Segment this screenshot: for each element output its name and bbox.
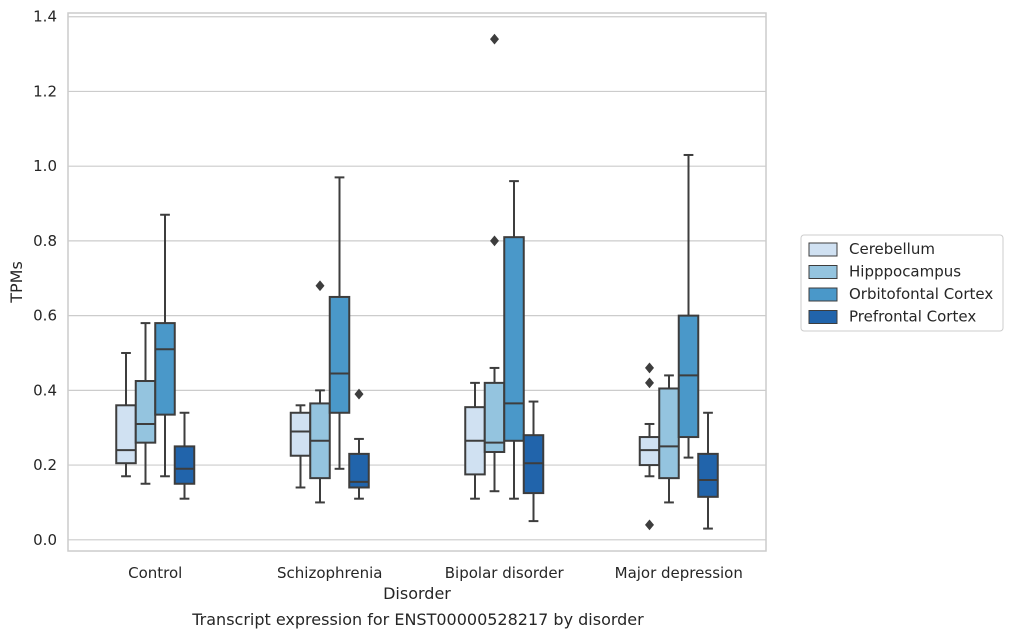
box-cerebellum — [638, 362, 661, 531]
x-tick-label: Control — [128, 564, 182, 582]
y-tick-label: 1.4 — [33, 8, 57, 26]
legend-swatch — [808, 242, 838, 257]
outlier-point — [315, 280, 325, 292]
box-orbitofontal-cortex — [328, 176, 351, 470]
box-iqr — [115, 404, 137, 465]
y-tick-label: 0.0 — [33, 531, 57, 549]
outlier-point — [645, 377, 654, 389]
box-iqr — [173, 445, 196, 485]
box-cerebellum — [289, 404, 312, 489]
box-cerebellum — [464, 381, 486, 500]
outlier-point — [490, 235, 499, 247]
legend-frame — [800, 234, 1004, 332]
y-tick-label: 1.2 — [33, 82, 57, 100]
legend-label: Orbitofontal Cortex — [849, 285, 993, 303]
box-series — [115, 33, 719, 531]
y-tick-label: 0.8 — [33, 232, 57, 250]
box-iqr — [289, 411, 312, 457]
legend-label: Cerebellum — [849, 240, 935, 258]
y-tick-label: 0.6 — [33, 307, 57, 325]
box-orbitofontal-cortex — [677, 153, 700, 459]
box-orbitofontal-cortex — [154, 213, 176, 478]
y-tick-label: 0.4 — [33, 381, 57, 399]
x-axis-label: Disorder — [383, 584, 451, 603]
outlier-point — [490, 33, 499, 45]
box-hipppocampus — [483, 33, 506, 493]
y-tick-labels: 0.0 0.2 0.4 0.6 0.8 1.0 1.2 1.4 — [33, 8, 57, 549]
box-iqr — [697, 452, 719, 498]
legend: Cerebellum Hipppocampus Orbitofontal Corte… — [800, 234, 1004, 332]
outlier-point — [645, 519, 654, 531]
y-axis-label: TPMs — [7, 261, 26, 304]
legend-swatch — [808, 310, 838, 324]
legend-swatch — [808, 287, 838, 302]
box-iqr — [154, 322, 176, 416]
box-prefrontal-cortex — [697, 411, 719, 530]
x-tick-labels: Control Schizophrenia Bipolar disorder Majo… — [128, 564, 743, 582]
box-iqr — [134, 380, 157, 444]
box-hipppocampus — [309, 280, 331, 504]
legend-label: Prefrontal Cortex — [849, 308, 976, 326]
plot-frame — [67, 12, 767, 552]
box-prefrontal-cortex — [522, 400, 545, 523]
legend-swatch — [808, 265, 838, 279]
box-prefrontal-cortex — [348, 388, 370, 500]
box-orbitofontal-cortex — [503, 180, 525, 500]
legend-label: Hipppocampus — [849, 263, 961, 281]
box-prefrontal-cortex — [173, 411, 196, 500]
box-cerebellum — [115, 351, 137, 478]
outlier-point — [645, 362, 654, 374]
y-tick-label: 1.0 — [33, 157, 57, 175]
box-hipppocampus — [658, 374, 680, 504]
box-iqr — [503, 236, 525, 442]
box-iqr — [483, 381, 506, 453]
x-tick-label: Bipolar disorder — [445, 564, 565, 582]
box-iqr — [328, 295, 351, 414]
x-tick-label: Major depression — [615, 564, 743, 582]
chart-caption: Transcript expression for ENST0000052821… — [191, 610, 644, 629]
outlier-point — [354, 388, 364, 400]
x-tick-label: Schizophrenia — [277, 564, 382, 582]
box-iqr — [348, 452, 370, 489]
box-hipppocampus — [134, 322, 157, 485]
box-iqr — [658, 387, 680, 480]
y-tick-label: 0.2 — [33, 456, 57, 474]
